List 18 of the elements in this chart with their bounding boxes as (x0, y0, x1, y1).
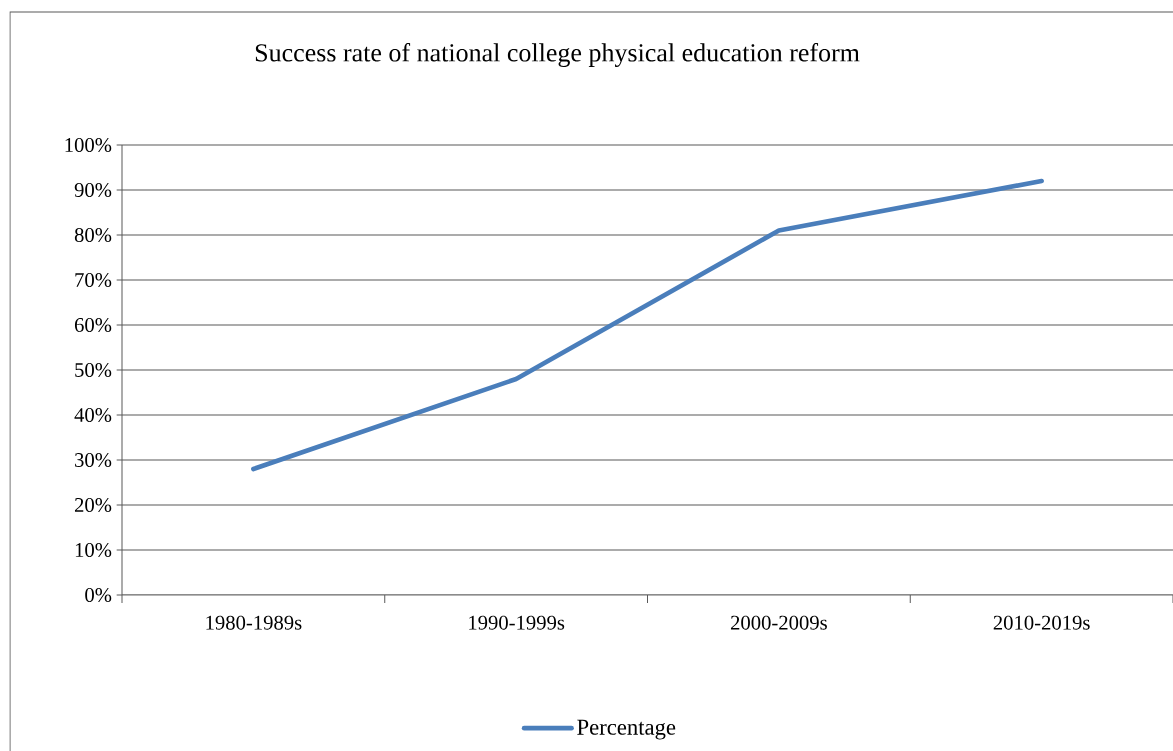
y-tick-label: 100% (65, 138, 112, 153)
x-tick-label: 2010-2019s (993, 615, 1090, 630)
y-tick-label: 30% (75, 453, 112, 468)
x-tick-label: 1980-1989s (206, 615, 302, 630)
y-tick-label: 70% (75, 273, 112, 288)
legend-label: Percentage (577, 719, 676, 740)
y-tick-label: 60% (74, 318, 112, 333)
y-tick-label: 10% (75, 543, 112, 558)
y-tick-label: 50% (75, 363, 112, 378)
y-tick-label: 40% (74, 408, 112, 423)
y-tick-label: 80% (74, 228, 112, 243)
chart-title: Success rate of national college physical education reform (255, 43, 860, 67)
line-series (251, 178, 1044, 472)
x-tick-label: 1990-1999s (469, 615, 565, 630)
y-tick-label: 20% (74, 498, 112, 513)
y-tick-label: 0% (85, 588, 112, 603)
x-tick-label: 2000-2009s (730, 615, 827, 630)
y-tick-label: 90% (74, 183, 112, 198)
